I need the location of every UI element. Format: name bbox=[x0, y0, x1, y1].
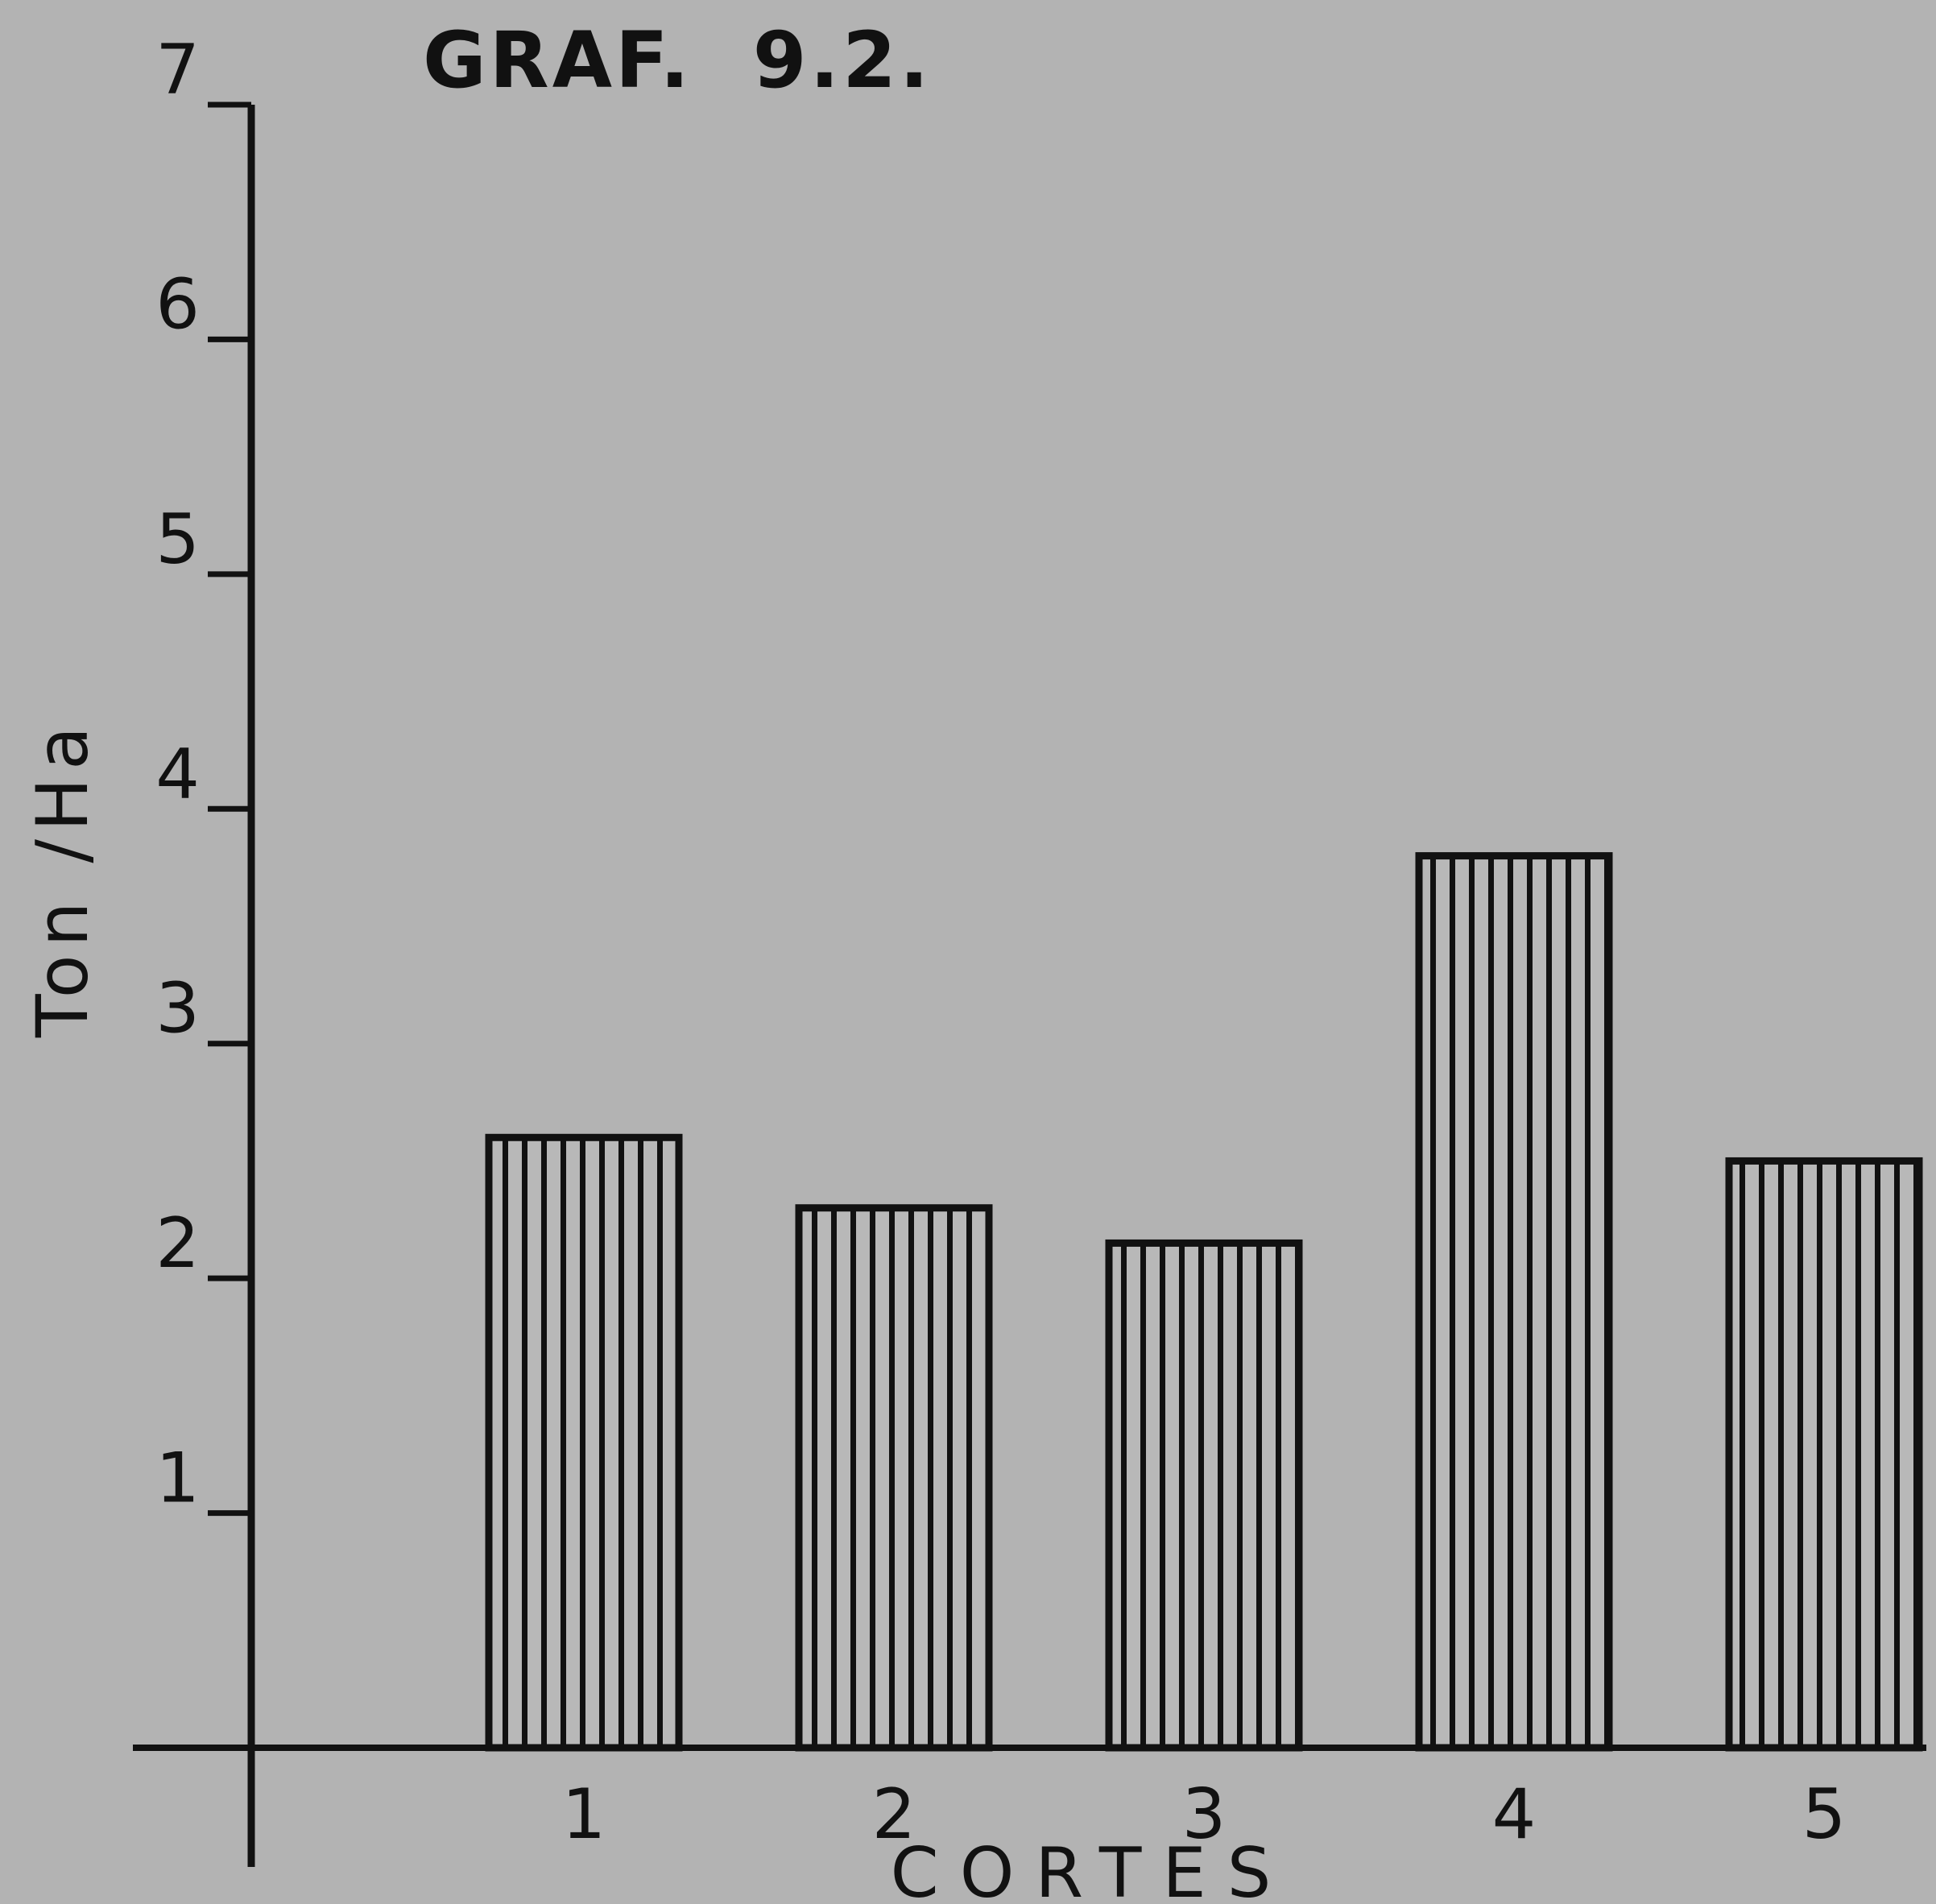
bar-1 bbox=[485, 1133, 683, 1752]
axes bbox=[133, 101, 1926, 1867]
x-tick-label-5: 5 bbox=[1802, 1774, 1847, 1855]
x-tick-label-1: 1 bbox=[562, 1774, 606, 1855]
x-tick-label-3: 3 bbox=[1182, 1774, 1227, 1855]
y-tick-label-1: 1 bbox=[155, 1438, 200, 1519]
y-tick-label-4: 4 bbox=[155, 734, 200, 814]
y-tick-label-7: 7 bbox=[155, 30, 200, 110]
y-axis-label: Ton /Ha bbox=[21, 718, 104, 1038]
x-tick-label-4: 4 bbox=[1492, 1774, 1537, 1855]
bar-3 bbox=[1105, 1239, 1303, 1752]
y-tick-label-2: 2 bbox=[155, 1203, 200, 1284]
y-tick-label-5: 5 bbox=[155, 499, 200, 580]
bars bbox=[485, 852, 1923, 1752]
x-axis-label: CORTES bbox=[891, 1833, 1293, 1901]
x-tick-label-2: 2 bbox=[872, 1774, 916, 1855]
bar-2 bbox=[795, 1204, 993, 1752]
y-tick-label-6: 6 bbox=[155, 264, 200, 345]
bar-4 bbox=[1415, 852, 1613, 1752]
chart-title: GRAF. 9.2. bbox=[423, 15, 932, 106]
tick-labels: 1 2 3 4 5 6 7 1 2 3 4 5 bbox=[155, 30, 1846, 1855]
y-tick-label-3: 3 bbox=[155, 969, 200, 1049]
bar-5 bbox=[1725, 1157, 1923, 1752]
